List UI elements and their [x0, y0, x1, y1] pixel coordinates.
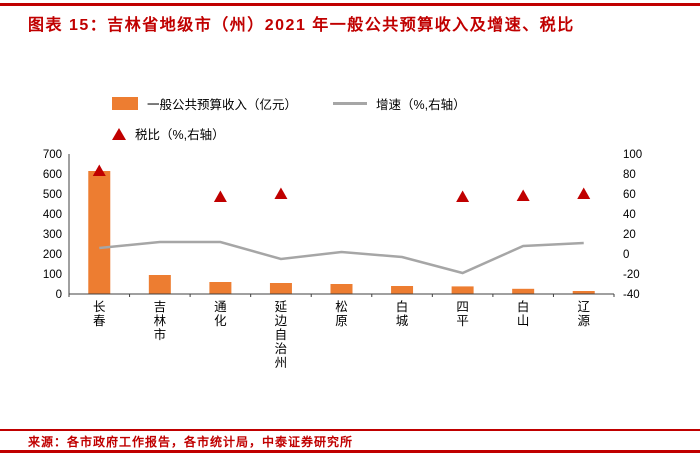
tax-ratio-marker-icon	[274, 187, 288, 199]
revenue-bar	[148, 275, 171, 294]
revenue-bar	[209, 282, 232, 294]
legend-item-growth: 增速（%,右轴）	[333, 94, 466, 113]
legend-item-revenue: 一般公共预算收入（亿元）	[112, 94, 297, 113]
right-axis-tick-label: -40	[623, 289, 640, 301]
category-label: 吉林市	[154, 300, 167, 342]
right-axis-tick-label: 100	[623, 149, 642, 161]
category-label: 白山	[517, 299, 530, 328]
legend-row-2: 税比（%,右轴）	[112, 124, 466, 143]
right-axis-tick-label: 80	[623, 169, 636, 181]
source-note: 来源：各市政府工作报告，各市统计局，中泰证券研究所	[28, 435, 354, 449]
revenue-bar	[88, 171, 111, 294]
tax-ratio-marker-icon	[213, 190, 227, 202]
bar-swatch-icon	[112, 97, 138, 110]
revenue-bar	[572, 291, 595, 294]
right-axis-tick-label: -20	[623, 269, 640, 281]
figure-title: 图表 15：吉林省地级市（州）2021 年一般公共预算收入及增速、税比	[28, 17, 575, 34]
legend-label-growth: 增速（%,右轴）	[376, 98, 466, 112]
combo-chart: 0 100 200 300 400 500 600 700 -40 -20 0 20 40 60 80 100…	[43, 149, 642, 370]
tax-ratio-marker-icon	[577, 187, 591, 199]
legend-row-1: 一般公共预算收入（亿元） 增速（%,右轴）	[112, 94, 466, 113]
category-label: 四平	[456, 300, 469, 328]
bottom-rule	[0, 450, 700, 453]
revenue-bar	[330, 284, 353, 294]
left-axis-tick-label: 500	[43, 189, 62, 201]
left-axis-tick-label: 300	[43, 229, 62, 241]
left-axis-tick-label: 0	[56, 289, 62, 301]
revenue-bar	[512, 288, 535, 294]
category-label: 延边自治州	[275, 300, 288, 370]
chart-legend: 一般公共预算收入（亿元） 增速（%,右轴） 税比（%,右轴）	[112, 94, 466, 143]
tax-ratio-marker-icon	[92, 164, 106, 176]
legend-label-revenue: 一般公共预算收入（亿元）	[147, 98, 298, 112]
category-label: 白城	[396, 299, 409, 328]
left-axis-tick-label: 400	[43, 209, 62, 221]
tax-ratio-marker-icon	[516, 189, 530, 201]
left-axis-tick-label: 600	[43, 169, 62, 181]
right-axis-tick-label: 0	[623, 249, 629, 261]
tax-ratio-marker-icon	[456, 190, 470, 202]
right-axis-tick-label: 40	[623, 209, 636, 221]
legend-label-taxratio: 税比（%,右轴）	[135, 128, 225, 142]
revenue-bar	[451, 286, 474, 294]
top-rule	[0, 3, 700, 6]
chart-area: 0 100 200 300 400 500 600 700 -40 -20 0 20 40 60 80 100…	[14, 146, 674, 401]
footer-top-rule	[0, 429, 700, 431]
category-label: 通化	[214, 300, 227, 328]
left-axis-tick-label: 200	[43, 249, 62, 261]
triangle-swatch-icon	[112, 127, 126, 140]
revenue-bar	[269, 283, 292, 294]
right-axis-tick-label: 60	[623, 189, 636, 201]
left-axis-tick-label: 700	[43, 149, 62, 161]
category-label: 松原	[335, 300, 348, 328]
left-axis-tick-label: 100	[43, 269, 62, 281]
line-swatch-icon	[333, 102, 368, 105]
growth-line	[99, 240, 584, 275]
revenue-bar	[391, 286, 414, 294]
legend-item-taxratio: 税比（%,右轴）	[112, 124, 225, 143]
right-axis-tick-label: 20	[623, 229, 636, 241]
category-label: 辽源	[577, 300, 590, 328]
category-label: 长春	[93, 300, 106, 328]
